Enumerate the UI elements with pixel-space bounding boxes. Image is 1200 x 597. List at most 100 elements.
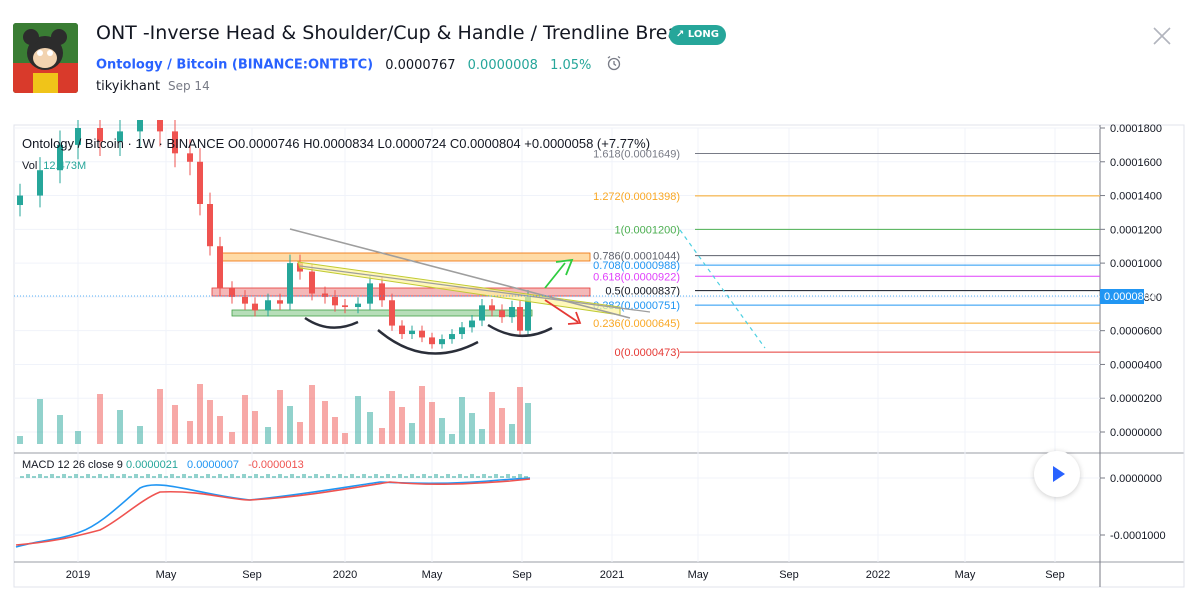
candle-body	[157, 119, 163, 132]
y-tick-label: 0.0000400	[1110, 359, 1162, 371]
candle-body	[265, 300, 271, 311]
macd-hist-bar	[128, 476, 132, 478]
volume-bar	[287, 406, 293, 444]
macd-hist-bar	[98, 474, 102, 478]
candle-body	[439, 339, 445, 345]
macd-hist-bar	[452, 476, 456, 478]
candle-body	[409, 330, 415, 335]
macd-hist-bar	[248, 476, 252, 478]
alarm-clock-icon[interactable]	[606, 55, 622, 75]
chart-area[interactable]: 0.0001800 0.0001600 0.0001400 0.0001200 0.00…	[0, 103, 1200, 592]
macd-hist-bar	[350, 474, 354, 478]
macd-hist-bar	[260, 476, 264, 478]
y-tick-label: 0.0001600	[1110, 157, 1162, 169]
macd-hist-bar	[428, 476, 432, 478]
candle-body	[97, 128, 103, 142]
symbol-change-abs: 0.0000008	[467, 57, 538, 73]
candle-body	[75, 128, 81, 145]
idea-title: ONT -Inverse Head & Shoulder/Cup & Handl…	[96, 22, 721, 44]
fib-label: 0.708(0.0000988)	[593, 260, 680, 272]
volume-bar	[252, 411, 258, 444]
candle-body	[322, 293, 328, 297]
candle-body	[332, 296, 338, 306]
fib-label: 0.618(0.0000922)	[593, 271, 680, 283]
macd-hist-bar	[122, 474, 126, 478]
volume-bar	[449, 434, 455, 444]
price-chart[interactable]: 0.0001800 0.0001600 0.0001400 0.0001200 0.00…	[0, 103, 1200, 592]
bearish-arrow	[544, 299, 582, 325]
macd-hist-bar	[200, 476, 204, 478]
macd-hist-bar	[188, 476, 192, 478]
volume-bar	[297, 422, 303, 444]
fib-label: 0.786(0.0001044)	[593, 251, 680, 263]
bullish-arrow	[544, 258, 574, 289]
fib-label: 0(0.0000473)	[615, 347, 680, 359]
volume-bar	[229, 432, 235, 444]
volume-bar	[75, 431, 81, 444]
macd-hist-bar	[422, 474, 426, 478]
macd-hist-bar	[38, 474, 42, 478]
candle-body	[479, 305, 485, 321]
macd-hist-bar	[92, 476, 96, 478]
candle-body	[459, 327, 465, 335]
macd-hist-bar	[404, 476, 408, 478]
volume-bar	[137, 426, 143, 444]
candle-body	[207, 204, 213, 247]
x-tick-label: 2021	[600, 569, 624, 581]
macd-hist-bar	[356, 476, 360, 478]
macd-hist-bar	[380, 476, 384, 478]
author-name[interactable]: tikyikhant	[96, 79, 161, 94]
x-tick-label: 2020	[333, 569, 357, 581]
symbol-row: Ontology / Bitcoin (BINANCE:ONTBTC) 0.00…	[96, 55, 622, 75]
volume-legend: Vol 12.473M	[22, 160, 86, 172]
volume-bar	[17, 436, 23, 444]
macd-hist-bar	[158, 474, 162, 478]
volume-bar	[409, 423, 415, 444]
support-zone	[231, 309, 533, 317]
macd-hist-bar	[182, 474, 186, 478]
y-tick-label: 0.0000000	[1110, 427, 1162, 439]
fib-label: 1.618(0.0001649)	[593, 149, 680, 161]
volume-bar	[489, 392, 495, 444]
macd-legend: MACD 12 26 close 9 0.0000021 0.0000007 -…	[22, 459, 304, 471]
candle-body	[429, 337, 435, 345]
macd-hist-bar	[482, 474, 486, 478]
candle-body	[367, 283, 373, 304]
signal-line	[15, 478, 531, 546]
fib-label: 1.272(0.0001398)	[593, 191, 680, 203]
badge-label: LONG	[687, 29, 719, 40]
trend-up-icon: ↗	[676, 29, 685, 40]
candle-body	[57, 144, 63, 171]
macd-hist-bar	[206, 474, 210, 478]
last-price-label: 0.0000804	[1104, 291, 1156, 303]
candle-body	[309, 271, 315, 294]
macd-hist-bar	[308, 476, 312, 478]
macd-hist-bar	[74, 474, 78, 478]
symbol-link[interactable]: Ontology / Bitcoin (BINANCE:ONTBTC)	[96, 57, 374, 73]
volume-bar	[332, 417, 338, 444]
volume-bar	[157, 389, 163, 444]
macd-hist-bar	[320, 476, 324, 478]
macd-hist-bar	[26, 474, 30, 478]
volume-bar	[367, 412, 373, 444]
volume-bar	[342, 433, 348, 444]
macd-hist-bar	[134, 474, 138, 478]
volume-bar	[117, 410, 123, 444]
play-button[interactable]	[1034, 451, 1080, 497]
candle-body	[355, 303, 361, 308]
volume-bar	[525, 403, 531, 444]
macd-label: MACD 12 26 close 9	[22, 459, 123, 471]
volume-bar	[309, 385, 315, 444]
macd-hist-bar	[494, 474, 498, 478]
author-avatar[interactable]	[13, 23, 78, 93]
x-tick-label: May	[688, 569, 709, 581]
volume-bar	[389, 391, 395, 444]
macd-hist-bar	[464, 476, 468, 478]
macd-hist-bar	[290, 474, 294, 478]
candle-body	[509, 307, 515, 318]
candle-body	[469, 320, 475, 328]
candle-body	[525, 296, 531, 331]
macd-hist-bar	[278, 474, 282, 478]
volume-bar	[242, 395, 248, 444]
close-icon[interactable]	[1148, 22, 1176, 50]
